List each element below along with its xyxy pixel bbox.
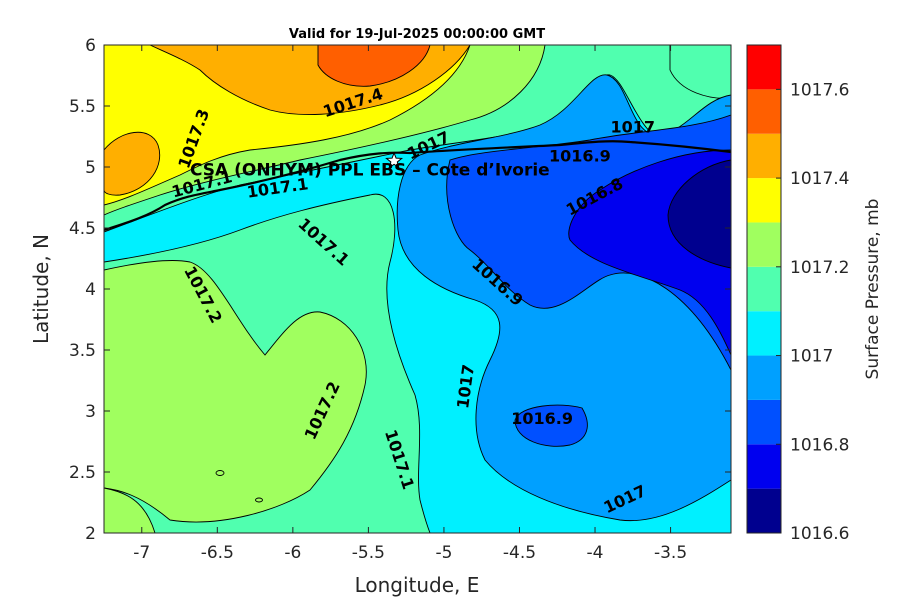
colorbar-frame [746,44,782,534]
contour-band-1016-8-south [514,404,588,447]
y-tick-label: 3.5 [69,341,96,361]
x-tick-label: -6.5 [201,543,234,563]
colorbar-segment [747,222,781,267]
site-star-marker [385,151,404,169]
y-tick-label: 2.5 [69,463,96,483]
y-tick-label: 5 [85,158,96,178]
coastline [104,140,731,232]
contour-label: 1017 [611,117,656,136]
colorbar-segment [747,266,781,312]
y-axis-label: Latitude, N [29,234,53,344]
colorbar-segment [747,399,781,445]
colorbar-tick-label: 1017.4 [790,169,849,189]
colorbar-segment [747,45,781,90]
x-axis-ticks: -7 -6.5 -6 -5.5 -5 -4.5 -4 -3.5 [133,45,687,563]
contour-label: 1016.9 [549,147,611,166]
colorbar-label: Surface Pressure, mb [863,199,883,380]
x-tick-label: -4 [587,543,604,563]
contour-fill-layer [104,45,731,533]
colorbar-tick-label: 1017.2 [790,258,849,278]
x-tick-label: -4.5 [503,543,536,563]
y-tick-label: 4.5 [69,219,96,239]
chart-title: Valid for 19-Jul-2025 00:00:00 GMT [289,27,545,42]
contour-band-1016-6 [667,159,731,269]
island-small-1 [215,470,225,476]
y-tick-label: 6 [85,36,96,56]
site-label: CSA (ONHYM) PPL EBS – Cote d’Ivorie [190,161,550,181]
x-tick-label: -5.5 [352,543,385,563]
x-tick-label: -6 [284,543,301,563]
contour-band-1017-5 [317,45,431,87]
x-tick-label: -3.5 [654,543,687,563]
x-axis-label: Longitude, E [355,573,480,597]
site-marker-group: CSA (ONHYM) PPL EBS – Cote d’Ivorie [190,151,550,181]
colorbar: 1016.6 1016.8 1017 1017.2 1017.4 1017.6 [746,44,849,544]
colorbar-segment [747,89,781,134]
colorbar-segment [747,133,781,179]
colorbar-tick-label: 1017.6 [790,80,849,100]
contour-label: 1016.9 [511,409,573,428]
colorbar-segment [747,178,781,223]
x-tick-label: -7 [133,543,150,563]
y-tick-label: 4 [85,280,96,300]
colorbar-segment [747,444,781,489]
colorbar-segment [747,311,781,356]
y-tick-label: 3 [85,402,96,422]
y-tick-label: 2 [85,524,96,544]
contour-band-1017-4-west [104,131,160,196]
colorbar-segment [747,488,781,533]
colorbar-tick-label: 1016.6 [790,524,849,544]
island-small-2 [255,497,263,503]
contour-band-1017-2 [104,260,367,523]
colorbar-tick-label: 1017 [790,347,833,367]
y-tick-label: 5.5 [69,97,96,117]
colorbar-segment [747,355,781,400]
x-tick-label: -5 [435,543,452,563]
y-axis-ticks: 2 2.5 3 3.5 4 4.5 5 5.5 6 [69,36,731,544]
colorbar-tick-label: 1016.8 [790,435,849,455]
